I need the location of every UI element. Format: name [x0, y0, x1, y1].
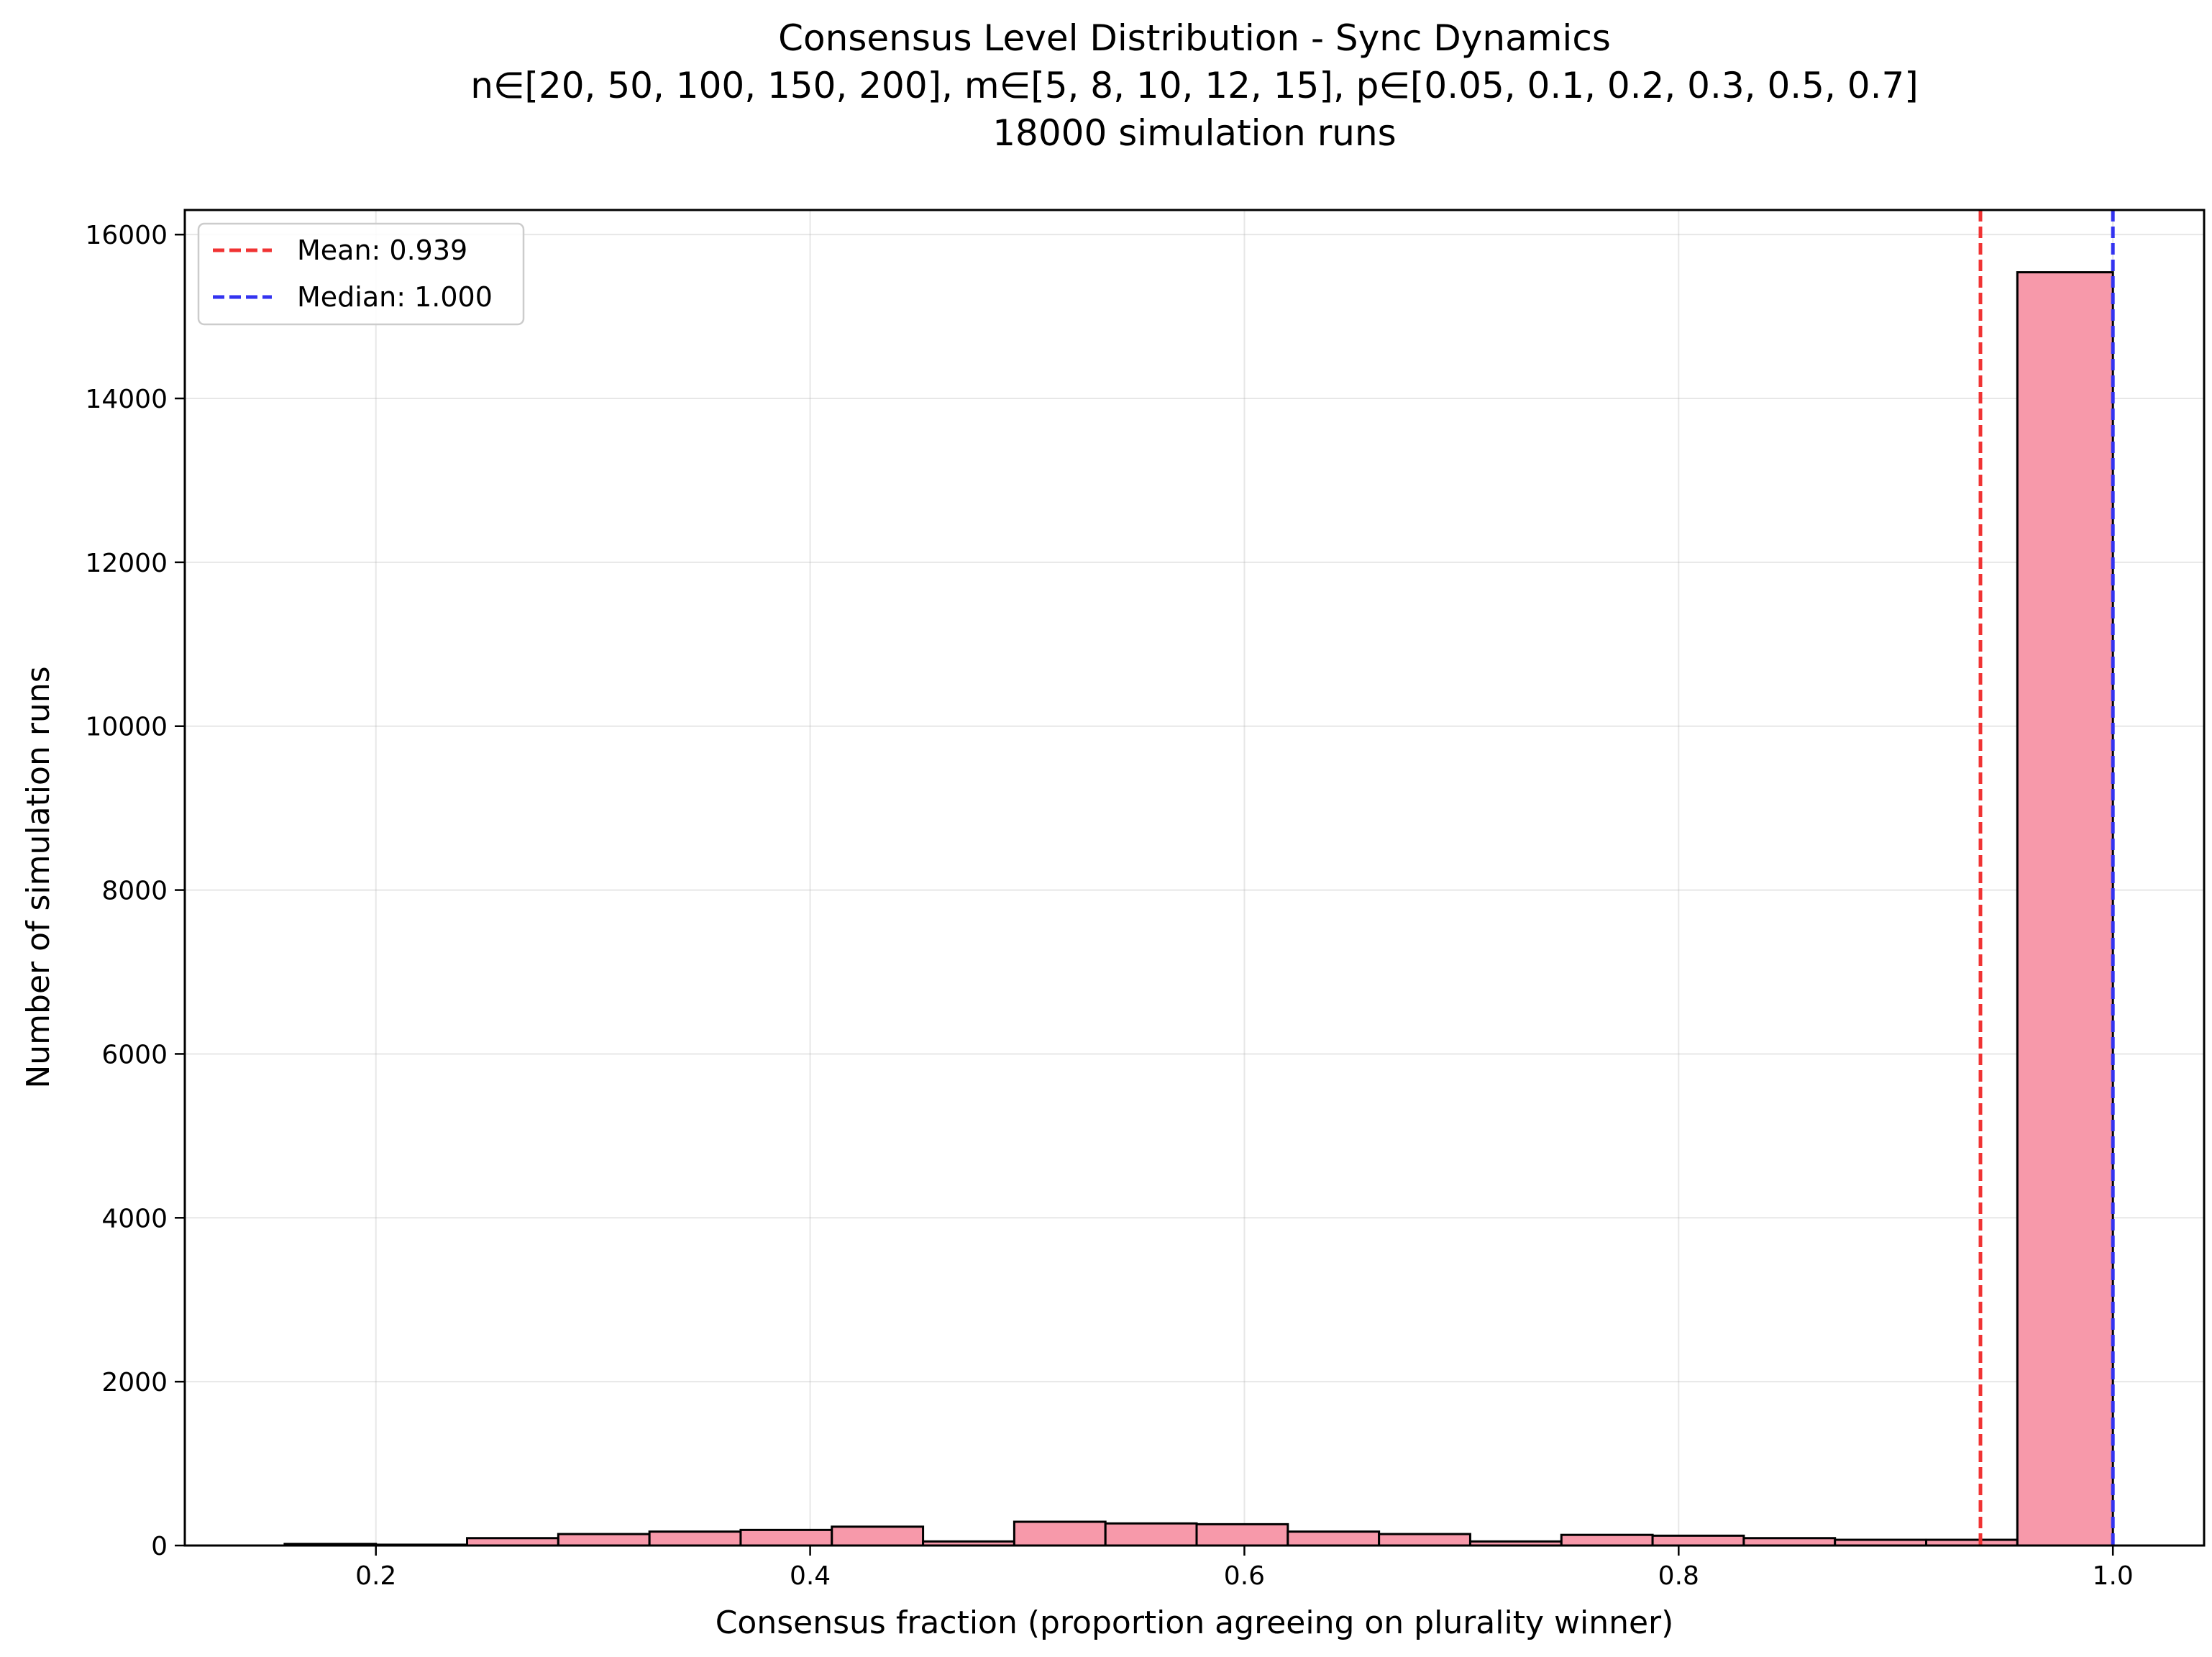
- y-tick-label: 0: [151, 1532, 168, 1561]
- y-tick-label: 10000: [85, 713, 168, 742]
- histogram-bar: [466, 1537, 559, 1547]
- histogram-bar: [1742, 1537, 1837, 1547]
- legend-median-label: Median: 1.000: [297, 281, 493, 313]
- histogram-bar: [831, 1525, 925, 1547]
- histogram-bar: [1651, 1534, 1745, 1547]
- plot-area-frame: [183, 209, 2206, 1547]
- x-tick-label: 1.0: [2093, 1561, 2134, 1591]
- histogram-bar: [739, 1528, 833, 1547]
- legend-mean-label: Mean: 0.939: [297, 234, 467, 266]
- title-line-2: n∈[20, 50, 100, 150, 200], m∈[5, 8, 10, …: [470, 65, 1919, 106]
- y-tick-label: 4000: [101, 1204, 168, 1233]
- y-tick-label: 14000: [85, 385, 168, 414]
- y-tick-label: 16000: [85, 221, 168, 250]
- histogram-bar: [648, 1530, 742, 1547]
- x-tick-label: 0.4: [790, 1561, 831, 1591]
- histogram-bar: [1286, 1530, 1381, 1547]
- y-tick-label: 2000: [101, 1368, 168, 1397]
- histogram-bar: [557, 1533, 651, 1547]
- histogram-bar: [1104, 1522, 1198, 1547]
- histogram-bar: [1378, 1533, 1471, 1547]
- x-tick-label: 0.2: [355, 1561, 396, 1591]
- x-axis-ticks: 0.2 0.4 0.6 0.8 1.0: [355, 1546, 2134, 1591]
- histogram-bars: [283, 271, 2114, 1547]
- y-axis-label: Number of simulation runs: [20, 666, 57, 1088]
- legend-box: [197, 222, 525, 326]
- reference-lines: [1978, 210, 2115, 1546]
- y-axis-ticks: 0 2000 4000 6000 8000 10000 12000 14000 16000: [85, 221, 185, 1561]
- y-tick-label: 12000: [85, 549, 168, 578]
- legend: Mean: 0.939 Median: 1.000: [197, 222, 525, 326]
- histogram-bar: [1560, 1533, 1654, 1547]
- y-tick-label: 6000: [101, 1040, 168, 1069]
- histogram-bar: [2016, 271, 2114, 1547]
- x-tick-label: 0.6: [1224, 1561, 1265, 1591]
- y-tick-label: 8000: [101, 877, 168, 906]
- x-axis-label: Consensus fraction (proportion agreeing …: [716, 1604, 1674, 1641]
- x-tick-label: 0.8: [1658, 1561, 1699, 1591]
- histogram-bar: [1013, 1520, 1107, 1547]
- histogram-bar: [1195, 1523, 1289, 1547]
- title-line-1: Consensus Level Distribution - Sync Dyna…: [778, 17, 1611, 59]
- chart-title: Consensus Level Distribution - Sync Dyna…: [470, 17, 1919, 154]
- title-line-3: 18000 simulation runs: [992, 112, 1396, 154]
